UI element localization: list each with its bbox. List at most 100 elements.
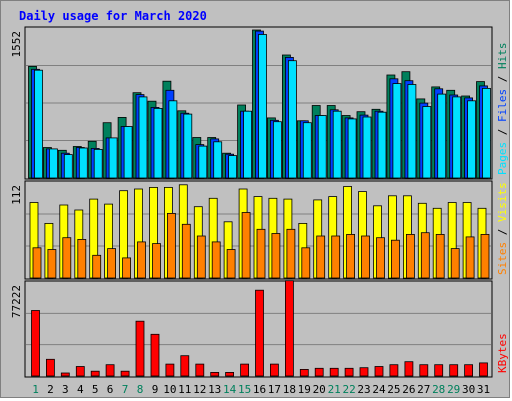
day-label-24: 24 <box>372 383 386 396</box>
bar-pages-day-23 <box>362 116 372 179</box>
bar-pages-day-6 <box>108 137 118 179</box>
bar-sites-day-12 <box>196 235 206 279</box>
bar-pages-day-8 <box>138 96 148 179</box>
bar-sites-day-15 <box>241 212 251 279</box>
bar-pages-day-17 <box>272 121 282 179</box>
bar-kbytes-day-8 <box>135 320 145 377</box>
bar-sites-day-18 <box>286 228 296 279</box>
day-label-17: 17 <box>268 383 281 396</box>
day-label-22: 22 <box>342 383 355 396</box>
bar-kbytes-day-3 <box>60 372 70 377</box>
panel-hits-files-pages: 1552 Pages / Files / Hits <box>10 26 509 180</box>
bar-sites-day-22 <box>346 233 356 279</box>
bar-sites-day-25 <box>390 239 400 279</box>
bar-kbytes-day-17 <box>269 363 279 377</box>
day-label-3: 3 <box>62 383 69 396</box>
bar-sites-day-17 <box>271 233 281 279</box>
bar-sites-day-7 <box>122 257 131 279</box>
bar-kbytes-day-28 <box>434 364 444 377</box>
bar-kbytes-day-25 <box>389 364 399 377</box>
bar-kbytes-day-15 <box>240 363 250 377</box>
bar-kbytes-day-16 <box>255 289 264 377</box>
panel-legend: KBytes <box>496 333 509 373</box>
bar-sites-day-9 <box>152 243 161 279</box>
bar-sites-day-2 <box>47 249 57 279</box>
day-label-20: 20 <box>313 383 326 396</box>
bar-kbytes-day-20 <box>314 367 324 377</box>
bar-kbytes-day-24 <box>374 366 384 377</box>
day-label-2: 2 <box>47 383 54 396</box>
panel-kbytes: 77222 KBytes <box>10 280 509 378</box>
panel-visits-sites: 112 Sites / Visits <box>10 180 509 280</box>
bar-kbytes-day-23 <box>359 367 369 377</box>
day-label-4: 4 <box>77 383 84 396</box>
bar-pages-day-29 <box>452 96 462 179</box>
bar-pages-day-12 <box>198 145 208 179</box>
bar-pages-day-5 <box>93 148 103 179</box>
bar-sites-day-10 <box>166 212 176 279</box>
day-label-23: 23 <box>357 383 370 396</box>
bar-kbytes-day-27 <box>419 364 429 377</box>
y-max-label: 77222 <box>10 285 23 318</box>
bar-kbytes-day-26 <box>404 361 414 377</box>
bar-sites-day-27 <box>420 232 430 279</box>
day-label-7: 7 <box>122 383 129 396</box>
bar-kbytes-day-21 <box>329 367 339 377</box>
bar-pages-day-13 <box>213 141 223 179</box>
bar-pages-day-14 <box>228 155 238 179</box>
day-label-27: 27 <box>417 383 430 396</box>
bar-sites-day-14 <box>226 249 236 279</box>
day-label-15: 15 <box>238 383 251 396</box>
day-label-28: 28 <box>432 383 445 396</box>
day-label-12: 12 <box>193 383 206 396</box>
bar-sites-day-30 <box>465 236 475 279</box>
day-label-11: 11 <box>178 383 191 396</box>
panel-legend: Pages / Files / Hits <box>496 43 509 176</box>
bar-pages-day-30 <box>467 100 477 179</box>
bar-pages-day-20 <box>317 115 327 179</box>
bar-kbytes-day-22 <box>344 367 354 377</box>
bar-kbytes-day-11 <box>180 355 190 377</box>
bar-sites-day-24 <box>376 237 385 279</box>
bar-kbytes-day-2 <box>46 358 55 377</box>
day-label-1: 1 <box>32 383 39 396</box>
bar-sites-day-19 <box>301 247 311 279</box>
day-label-6: 6 <box>107 383 114 396</box>
bar-pages-day-25 <box>392 83 402 179</box>
day-label-16: 16 <box>253 383 266 396</box>
bar-pages-day-22 <box>347 118 357 179</box>
day-label-13: 13 <box>208 383 221 396</box>
bar-sites-day-13 <box>211 241 221 279</box>
bar-kbytes-day-4 <box>75 366 85 377</box>
bar-pages-day-1 <box>34 69 43 179</box>
panel-legend: Sites / Visits <box>496 182 509 275</box>
bar-kbytes-day-30 <box>464 364 474 377</box>
bar-sites-day-6 <box>107 248 116 279</box>
bar-sites-day-31 <box>480 233 490 279</box>
day-label-30: 30 <box>462 383 475 396</box>
bar-pages-day-31 <box>482 88 491 179</box>
bar-kbytes-day-29 <box>449 364 459 377</box>
bar-pages-day-26 <box>407 84 417 179</box>
day-label-18: 18 <box>283 383 296 396</box>
bar-kbytes-day-12 <box>195 363 205 377</box>
bar-pages-day-15 <box>243 110 253 179</box>
day-label-5: 5 <box>92 383 99 396</box>
bar-sites-day-26 <box>405 233 415 279</box>
bar-kbytes-day-9 <box>150 333 160 377</box>
bar-sites-day-16 <box>256 228 266 279</box>
day-label-31: 31 <box>477 383 490 396</box>
bar-pages-day-2 <box>49 148 58 179</box>
day-label-14: 14 <box>223 383 237 396</box>
bar-kbytes-day-19 <box>299 368 309 377</box>
bar-pages-day-19 <box>302 122 312 179</box>
bar-kbytes-day-10 <box>165 363 175 377</box>
bar-pages-day-21 <box>332 110 342 179</box>
bar-kbytes-day-7 <box>120 370 130 377</box>
bar-kbytes-day-5 <box>90 370 100 377</box>
bar-sites-day-20 <box>316 235 326 279</box>
y-max-label: 1552 <box>10 31 23 58</box>
bar-pages-day-3 <box>63 154 73 179</box>
